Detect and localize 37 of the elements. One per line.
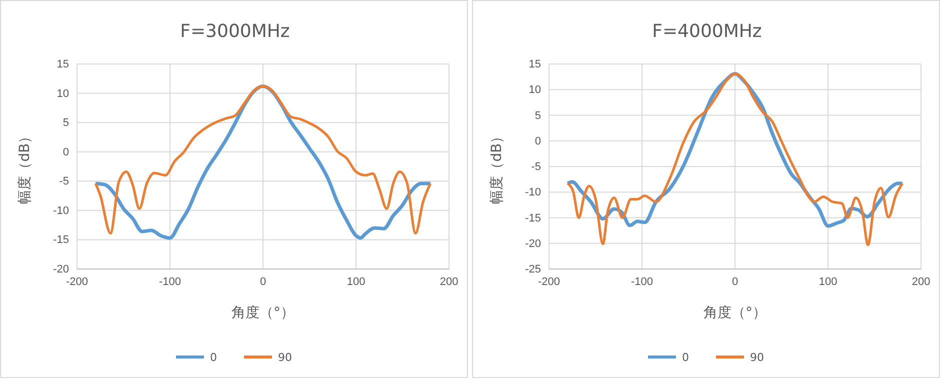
y-axis-title: 幅度（dB） xyxy=(489,129,505,204)
x-axis-title: 角度（°） xyxy=(704,305,766,321)
legend-label: 0 xyxy=(210,351,217,364)
y-tick-label: 0 xyxy=(534,135,541,148)
y-tick-label: -15 xyxy=(525,212,541,224)
x-tick-label: 200 xyxy=(912,276,930,288)
x-tick-label: 0 xyxy=(732,276,738,288)
y-tick-label: 5 xyxy=(62,117,69,130)
x-tick-label: -100 xyxy=(158,276,182,288)
y-tick-label: 0 xyxy=(62,146,69,158)
x-tick-label: 200 xyxy=(440,276,458,288)
y-tick-label: -15 xyxy=(53,234,69,246)
legend-label: 90 xyxy=(278,351,292,364)
x-tick-label: 100 xyxy=(818,276,838,288)
y-tick-label: 5 xyxy=(534,110,541,122)
y-tick-label: 10 xyxy=(528,84,541,96)
y-tick-label: -20 xyxy=(53,264,69,276)
legend-label: 90 xyxy=(750,351,764,364)
y-axis-title: 幅度（dB） xyxy=(17,129,33,204)
x-tick-label: 100 xyxy=(346,276,366,288)
y-tick-label: 15 xyxy=(528,58,541,71)
y-tick-label: -5 xyxy=(531,161,541,174)
legend-label: 0 xyxy=(682,351,689,364)
x-tick-label: -100 xyxy=(630,276,654,288)
y-tick-label: -10 xyxy=(525,186,541,199)
chart-title: F=4000MHz xyxy=(652,21,762,42)
x-tick-label: 0 xyxy=(260,276,266,288)
y-tick-label: -5 xyxy=(59,176,69,188)
x-tick-label: -200 xyxy=(66,276,88,288)
x-tick-label: -200 xyxy=(538,276,560,288)
y-tick-label: 15 xyxy=(56,58,69,71)
y-tick-label: -25 xyxy=(525,264,541,276)
y-tick-label: -10 xyxy=(53,204,69,217)
y-tick-label: -20 xyxy=(525,238,541,250)
x-axis-title: 角度（°） xyxy=(232,305,294,321)
chart-title: F=3000MHz xyxy=(180,21,290,42)
y-tick-label: 10 xyxy=(56,88,69,100)
